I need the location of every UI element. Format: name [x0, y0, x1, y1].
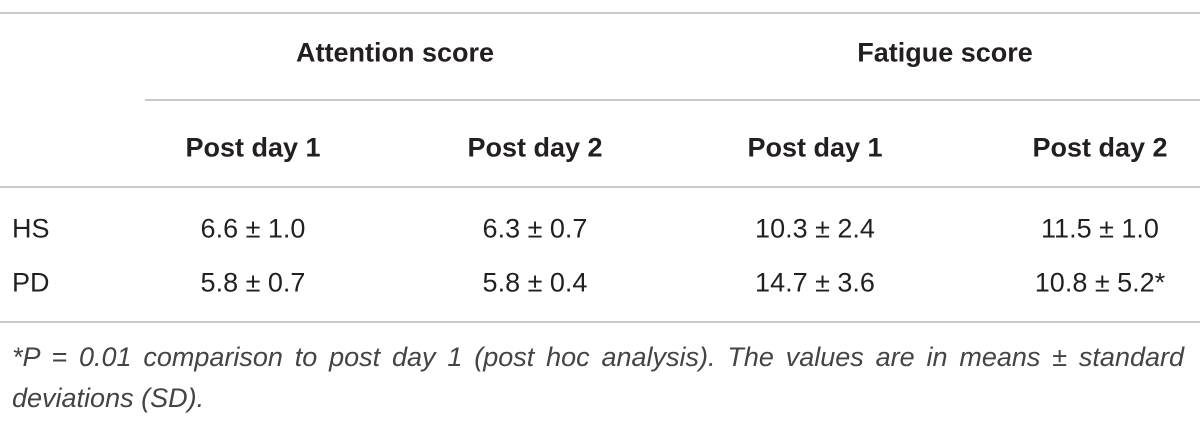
column-header: Post day 2: [467, 132, 603, 163]
row-label: HS: [12, 213, 50, 244]
column-header: Post day 1: [747, 132, 883, 163]
cell: 6.6 ± 1.0: [200, 213, 306, 244]
column-header: Post day 2: [1032, 132, 1168, 163]
group-header: Attention score: [295, 37, 495, 68]
row-label: PD: [12, 267, 50, 298]
rule: [145, 99, 1200, 101]
rule: [0, 186, 1200, 188]
rule: [0, 321, 1200, 323]
cell: 6.3 ± 0.7: [482, 213, 588, 244]
cell: 14.7 ± 3.6: [755, 267, 875, 298]
group-header: Fatigue score: [857, 37, 1033, 68]
cell: 5.8 ± 0.7: [200, 267, 306, 298]
cell: 11.5 ± 1.0: [1041, 213, 1159, 244]
rule: [0, 12, 1200, 14]
cell: 10.8 ± 5.2*: [1034, 267, 1166, 298]
cell: 10.3 ± 2.4: [755, 213, 875, 244]
column-header: Post day 1: [185, 132, 321, 163]
footnote: *P = 0.01 comparison to post day 1 (post…: [12, 342, 1184, 413]
cell: 5.8 ± 0.4: [482, 267, 588, 298]
